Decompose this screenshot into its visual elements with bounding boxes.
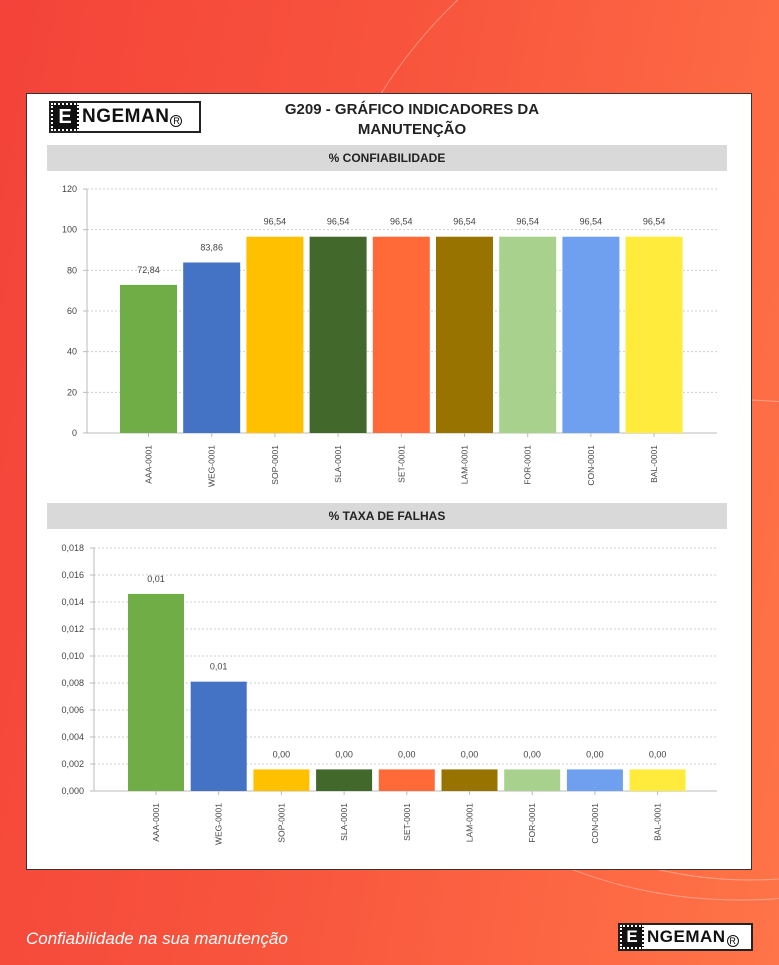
data-label: 96,54: [327, 217, 350, 227]
chart-title-taxa-falhas: % TAXA DE FALHAS: [47, 503, 727, 529]
bar-sla-0001: [309, 236, 367, 433]
bar-sop-0001: [253, 769, 310, 791]
y-tick-label: 20: [67, 387, 77, 397]
bar-for-0001: [504, 769, 561, 791]
bar-set-0001: [372, 236, 430, 433]
y-tick-label: 80: [67, 265, 77, 275]
bar-aaa-0001: [120, 284, 177, 433]
y-tick-label: 0: [72, 428, 77, 438]
bar-bal-0001: [629, 769, 686, 791]
title-line-2: MANUTENÇÃO: [357, 121, 467, 138]
x-tick-label: SLA-0001: [333, 445, 343, 483]
y-tick-label: 0,000: [61, 786, 84, 796]
data-label: 0,00: [461, 749, 479, 759]
y-tick-label: 0,018: [61, 543, 84, 553]
data-label: 72,84: [137, 265, 160, 275]
x-tick-label: BAL-0001: [649, 445, 659, 483]
y-tick-label: 120: [62, 184, 77, 194]
taxa-falhas-chart: 0,000 0,002 0,004 0,006 0,008 0,010 0,012 0,014…: [61, 543, 717, 845]
title-line-1: G209 - GRÁFICO INDICADORES DA: [284, 101, 540, 118]
y-tick-label: 0,012: [61, 624, 84, 634]
bar-set-0001: [378, 769, 435, 791]
page-title: G209 - GRÁFICO INDICADORES DA MANUTENÇÃO: [257, 100, 567, 140]
data-label: 0,01: [210, 662, 228, 672]
y-tick-label: 100: [62, 225, 77, 235]
x-tick-label: FOR-0001: [527, 803, 537, 843]
y-tick-label: 0,014: [61, 597, 84, 607]
x-tick-label: BAL-0001: [653, 803, 663, 841]
y-tick-label: 0,016: [61, 570, 84, 580]
bar-sla-0001: [316, 769, 373, 791]
y-tick-label: 40: [67, 347, 77, 357]
y-tick-label: 0,002: [61, 759, 84, 769]
y-tick-label: 0,006: [61, 705, 84, 715]
data-label: 96,54: [390, 217, 413, 227]
engeman-logo: E NGEMAN R: [49, 101, 201, 133]
x-tick-label: AAA-0001: [144, 445, 154, 484]
data-label: 0,00: [649, 749, 667, 759]
bar-for-0001: [499, 236, 557, 433]
x-tick-label: LAM-0001: [465, 803, 475, 842]
data-label: 0,00: [335, 749, 353, 759]
data-label: 96,54: [580, 217, 603, 227]
data-label: 0,00: [523, 749, 541, 759]
bar-weg-0001: [190, 681, 247, 791]
x-tick-label: AAA-0001: [151, 803, 161, 842]
data-label: 0,00: [586, 749, 604, 759]
x-tick-label: LAM-0001: [460, 445, 470, 484]
y-tick-label: 0,008: [61, 678, 84, 688]
chart-title-confiabilidade: % CONFIABILIDADE: [47, 145, 727, 171]
data-label: 96,54: [643, 217, 666, 227]
bar-lam-0001: [436, 236, 493, 433]
data-label: 96,54: [264, 217, 287, 227]
bar-bal-0001: [625, 236, 683, 433]
bar-con-0001: [566, 769, 623, 791]
x-tick-label: SLA-0001: [339, 803, 349, 841]
confiabilidade-chart: 0 20 40 60 80 100 120 72,84 AAA-0001 83,86 WEG-000…: [62, 184, 717, 487]
x-tick-label: SET-0001: [402, 803, 412, 841]
footer-tagline: Confiabilidade na sua manutenção: [26, 929, 288, 948]
x-tick-label: SOP-0001: [276, 803, 286, 843]
y-tick-label: 60: [67, 306, 77, 316]
data-label: 0,00: [398, 749, 416, 759]
bar-sop-0001: [246, 236, 304, 433]
bar-aaa-0001: [128, 593, 184, 791]
y-tick-label: 0,004: [61, 732, 84, 742]
x-tick-label: WEG-0001: [214, 803, 224, 845]
x-tick-label: SET-0001: [396, 445, 406, 483]
report-card: E NGEMAN R G209 - GRÁFICO INDICADORES DA …: [26, 93, 752, 870]
data-label: 96,54: [516, 217, 539, 227]
data-label: 96,54: [453, 217, 476, 227]
x-tick-label: SOP-0001: [270, 445, 280, 485]
data-label: 0,00: [273, 749, 291, 759]
data-label: 83,86: [200, 242, 223, 252]
y-tick-label: 0,010: [61, 651, 84, 661]
footer-engeman-logo: E NGEMAN R: [618, 923, 753, 951]
x-tick-label: WEG-0001: [207, 445, 217, 487]
bar-weg-0001: [183, 262, 241, 433]
x-tick-label: CON-0001: [590, 803, 600, 844]
bar-lam-0001: [441, 769, 498, 791]
bar-con-0001: [562, 236, 620, 433]
x-tick-label: CON-0001: [586, 445, 596, 486]
x-tick-label: FOR-0001: [523, 445, 533, 485]
data-label: 0,01: [147, 574, 165, 584]
